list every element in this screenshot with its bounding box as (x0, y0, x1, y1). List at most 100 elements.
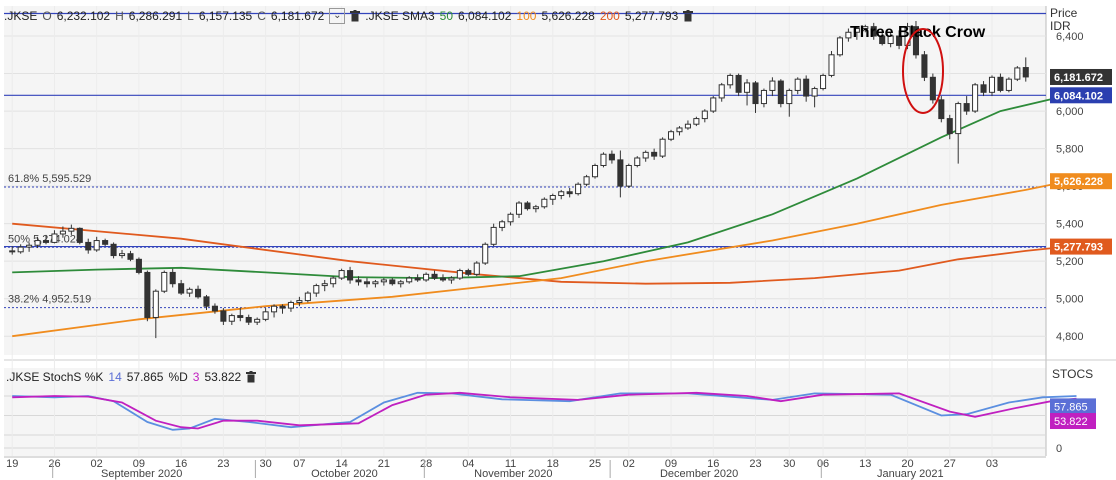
candle-down (997, 76, 1004, 91)
candle-down (938, 99, 945, 120)
candle-down (414, 277, 421, 281)
candle-up (456, 270, 463, 279)
candle-down (389, 279, 396, 285)
candle-up (397, 281, 404, 285)
candle-up (34, 240, 41, 246)
trash-icon[interactable] (683, 10, 694, 22)
sma50-line (12, 94, 1069, 280)
candle-up (634, 157, 641, 166)
day-tick-label: 26 (48, 458, 60, 470)
candle-down (203, 296, 210, 307)
stoch-badge-text: 53.822 (1054, 416, 1088, 428)
price-badge (1050, 173, 1112, 190)
candle-up (591, 164, 599, 178)
candle-down (237, 315, 244, 318)
day-tick-label: 16 (175, 458, 187, 470)
month-label: October 2020 (311, 468, 378, 480)
candle-down (752, 82, 759, 105)
price-tick-label: 5,800 (1056, 144, 1084, 156)
candle-up (786, 89, 793, 105)
sma200-value: 5,277.793 (624, 9, 679, 23)
price-axis-title: Price (1050, 6, 1078, 20)
candle-down (431, 273, 438, 279)
candle-up (1005, 78, 1012, 91)
day-tick-label: 13 (859, 458, 871, 470)
day-tick-label: 21 (378, 458, 390, 470)
price-badge-text: 6,181.672 (1054, 72, 1103, 84)
candle-up (304, 292, 311, 302)
trash-icon[interactable] (246, 371, 257, 383)
candle-up (515, 202, 523, 215)
d-value: 53.822 (204, 370, 242, 384)
day-tick-label: 02 (91, 458, 103, 470)
fib-levels: 61.8% 5,595.529 50% 5,274.024 38.2% 4,952.… (4, 173, 1046, 309)
candle-up (541, 198, 548, 208)
day-tick-label: 03 (986, 458, 998, 470)
day-tick-label: 04 (462, 458, 474, 470)
sma100-label: 100 (516, 9, 537, 23)
candle-up (972, 84, 979, 112)
close-label: C (257, 9, 266, 23)
price-badge (1050, 68, 1112, 85)
day-tick-label: 02 (623, 458, 635, 470)
month-label: September 2020 (101, 468, 182, 480)
candle-down (195, 288, 202, 298)
candle-up (499, 221, 506, 228)
sma100-value: 5,626.228 (541, 9, 595, 23)
moving-averages (12, 94, 1069, 338)
chevron-down-icon[interactable]: ⌄ (329, 8, 346, 24)
day-tick-label: 27 (944, 458, 956, 470)
price-tick-label: 4,800 (1056, 331, 1084, 343)
candle-down (76, 227, 83, 243)
candle-up (794, 78, 801, 91)
candle-up (701, 110, 708, 120)
candle-up (955, 103, 962, 135)
candle-up (59, 230, 66, 235)
stoch-tick-label: 0 (1056, 443, 1062, 455)
candle-up (862, 26, 869, 30)
price-badge (1050, 238, 1112, 255)
month-label: January 2021 (877, 468, 944, 480)
sma100-line (12, 180, 1069, 338)
sma200-label: 200 (599, 9, 620, 23)
candle-up (625, 164, 632, 187)
trash-icon[interactable] (350, 10, 361, 22)
sma50-label: 50 (439, 9, 454, 23)
candle-down (127, 253, 134, 260)
candle-up (659, 138, 666, 157)
candle-up (93, 240, 100, 251)
candle-up (744, 82, 751, 93)
price-badge-text: 5,277.793 (1054, 242, 1103, 254)
stoch-badge (1050, 413, 1096, 430)
candle-up (262, 311, 269, 320)
candle-down (921, 54, 928, 78)
candle-up (372, 281, 379, 285)
candle-up (406, 277, 413, 283)
price-tick-label: 5,200 (1056, 256, 1084, 268)
candle-up (828, 54, 835, 76)
d-period: 3 (192, 370, 200, 384)
candle-down (980, 84, 987, 93)
pattern-highlight-ellipse (902, 28, 944, 114)
sma200-line (12, 222, 1069, 285)
candle-up (642, 151, 649, 159)
day-tick-label: 11 (505, 458, 516, 470)
horizontal-lines (4, 12, 1046, 248)
candle-up (820, 74, 827, 90)
candle-up (887, 35, 894, 45)
candle-up (853, 28, 860, 33)
candle-down (363, 281, 371, 285)
candle-up (152, 290, 159, 318)
fib-label: 38.2% 4,952.519 (8, 294, 91, 306)
close-value: 6,181.672 (270, 9, 325, 23)
stoch-badge (1050, 398, 1096, 415)
candle-down (735, 74, 742, 93)
price-tick-label: 6,000 (1056, 106, 1084, 118)
fib-label: 61.8% 5,595.529 (8, 173, 91, 185)
fib-label: 50% 5,274.024 (8, 233, 82, 245)
candle-down (929, 76, 936, 101)
candle-down (870, 26, 877, 37)
candle-down (211, 305, 218, 312)
candle-down (803, 78, 810, 97)
